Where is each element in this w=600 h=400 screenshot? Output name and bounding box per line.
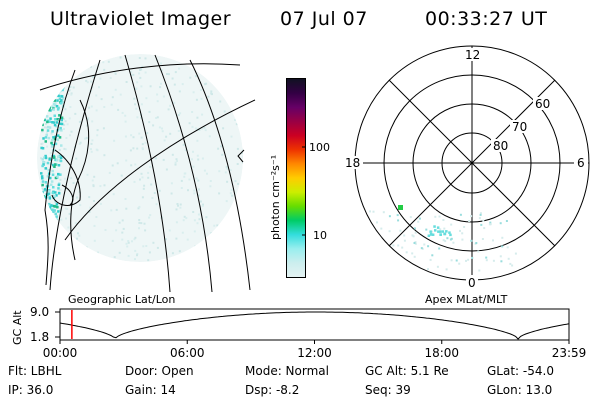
coastline-fragment	[237, 149, 245, 163]
meridian-line	[189, 59, 251, 291]
colorbar-tick-100: 100	[309, 141, 330, 154]
altitude-time-ticks: 00:00 06:00 12:00 18:00 23:59	[43, 340, 587, 360]
latitude-line	[64, 99, 256, 241]
mlat-label-60: 60	[535, 97, 550, 111]
observation-time: 00:33:27 UT	[425, 8, 548, 30]
header-bar: Ultraviolet Imager 07 Jul 07 00:33:27 UT	[0, 0, 600, 40]
altitude-curve	[59, 311, 570, 340]
apex-projection-label: Apex MLat/MLT	[425, 293, 508, 306]
colorbar-unit-label: photon cm⁻²s⁻¹	[269, 155, 282, 240]
mlat-label-80: 80	[493, 139, 508, 153]
mlt-label-dusk: 18	[345, 156, 360, 170]
time-tick-label: 23:59	[552, 346, 587, 360]
altitude-tick-max: 9.0	[30, 305, 49, 319]
coastline	[44, 69, 76, 286]
altitude-tick-min: 1.8	[30, 330, 49, 344]
geographic-grid-lines	[39, 54, 256, 292]
time-tick-label: 06:00	[170, 346, 205, 360]
mlt-label-midnight: 0	[468, 276, 476, 290]
observation-date: 07 Jul 07	[280, 8, 368, 30]
time-tick-label: 18:00	[424, 346, 459, 360]
altitude-axis-title: GC Alt	[11, 310, 24, 345]
geographic-projection-label: Geographic Lat/Lon	[68, 293, 176, 306]
meridian-line	[49, 59, 101, 291]
meridian-line	[124, 54, 171, 292]
latitude-line	[39, 63, 241, 91]
colorbar-tick-10: 10	[313, 229, 327, 242]
polar-diagonal	[388, 79, 556, 247]
mlat-label-70: 70	[512, 120, 527, 134]
colorbar-gradient	[286, 78, 306, 278]
coastline	[51, 149, 81, 206]
mlt-label-noon: 12	[465, 48, 480, 62]
altitude-strip-frame	[59, 308, 570, 341]
coastline	[61, 184, 74, 206]
time-tick-label: 12:00	[297, 346, 332, 360]
polar-emission-speckles	[369, 205, 517, 272]
time-tick-label: 00:00	[43, 346, 78, 360]
instrument-title: Ultraviolet Imager	[50, 8, 232, 30]
meridian-line	[154, 54, 213, 292]
mlt-label-dawn: 6	[577, 156, 585, 170]
